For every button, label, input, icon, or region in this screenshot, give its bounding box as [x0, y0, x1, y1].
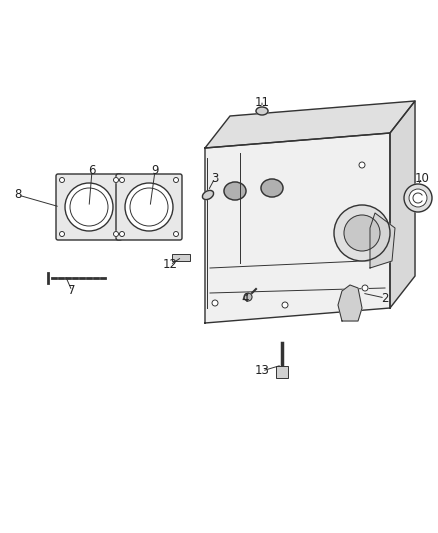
- Text: 2: 2: [381, 292, 389, 304]
- Text: 8: 8: [14, 189, 22, 201]
- Bar: [276, 366, 288, 378]
- Circle shape: [173, 177, 179, 182]
- Text: 3: 3: [211, 172, 219, 184]
- Text: 7: 7: [68, 285, 76, 297]
- Polygon shape: [390, 101, 415, 308]
- Ellipse shape: [256, 107, 268, 115]
- FancyBboxPatch shape: [56, 174, 122, 240]
- Text: 12: 12: [162, 259, 177, 271]
- Text: 6: 6: [88, 165, 96, 177]
- Circle shape: [244, 293, 252, 301]
- Text: 13: 13: [254, 365, 269, 377]
- Text: 10: 10: [414, 172, 429, 184]
- Circle shape: [125, 183, 173, 231]
- Polygon shape: [370, 213, 395, 268]
- Circle shape: [113, 231, 119, 237]
- Circle shape: [334, 205, 390, 261]
- Polygon shape: [205, 101, 415, 148]
- Circle shape: [362, 285, 368, 291]
- Circle shape: [404, 184, 432, 212]
- Circle shape: [65, 183, 113, 231]
- Circle shape: [359, 162, 365, 168]
- Circle shape: [212, 300, 218, 306]
- Text: 9: 9: [151, 165, 159, 177]
- Circle shape: [344, 215, 380, 251]
- Ellipse shape: [261, 179, 283, 197]
- Circle shape: [60, 231, 64, 237]
- Polygon shape: [338, 285, 362, 321]
- Circle shape: [282, 302, 288, 308]
- Text: 11: 11: [254, 96, 269, 109]
- Polygon shape: [205, 133, 390, 323]
- Circle shape: [409, 189, 427, 207]
- Circle shape: [173, 231, 179, 237]
- FancyBboxPatch shape: [116, 174, 182, 240]
- Text: 4: 4: [241, 292, 249, 304]
- Ellipse shape: [202, 190, 214, 199]
- Circle shape: [120, 177, 124, 182]
- Circle shape: [113, 177, 119, 182]
- Ellipse shape: [224, 182, 246, 200]
- Bar: [172, 254, 190, 261]
- Circle shape: [120, 231, 124, 237]
- Circle shape: [60, 177, 64, 182]
